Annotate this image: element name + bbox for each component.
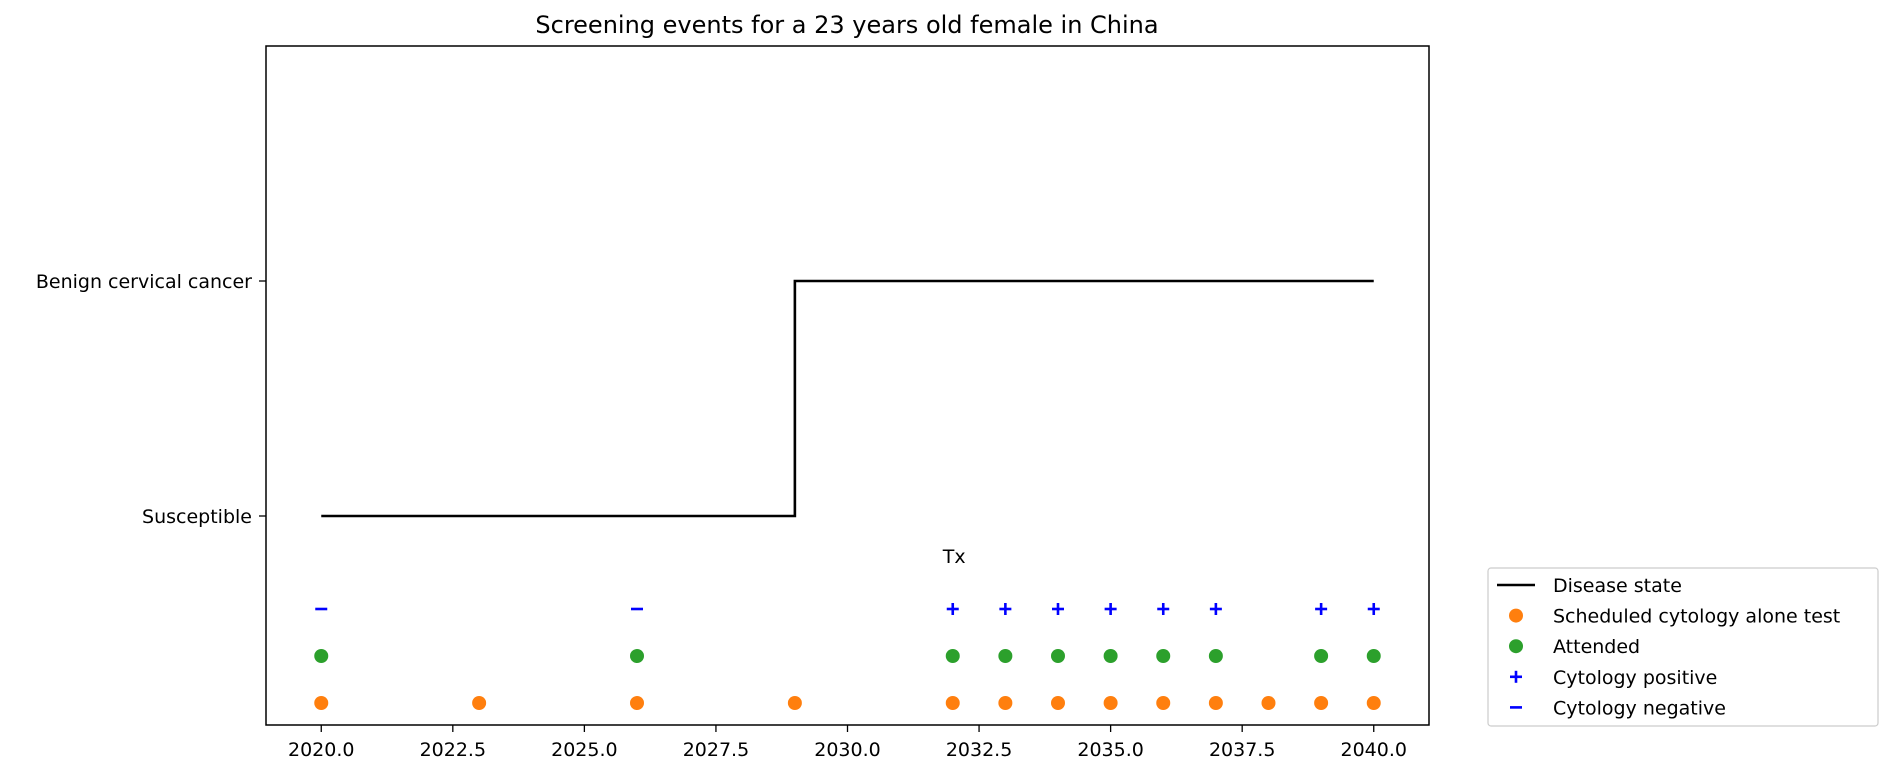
x-tick-label: 2030.0 [814,739,880,761]
legend-label: Scheduled cytology alone test [1553,606,1840,628]
plot-area-frame [265,45,1430,726]
x-tick-label: 2032.5 [946,739,1012,761]
y-tick-label: Susceptible [142,506,252,528]
scheduled-test-point [787,696,802,710]
scheduled-test-point [1050,696,1065,710]
scheduled-test-point [945,696,960,710]
cytology-positive-mark [999,603,1012,615]
legend-label: Attended [1553,636,1640,658]
legend-entry: Cytology negative [1510,697,1726,719]
x-tick-label: 2040.0 [1341,739,1407,761]
annotation-layer: Tx [942,546,966,568]
scheduled-test-point [1261,696,1276,710]
scheduled-test-point [1156,696,1171,710]
x-tick-label: 2025.0 [551,739,617,761]
attended-point [1156,649,1171,663]
legend-swatch [1509,639,1523,654]
chart-title: Screening events for a 23 years old fema… [535,11,1158,39]
legend-swatch [1510,670,1522,683]
attended-point [998,649,1013,663]
y-tick-label: Benign cervical cancer [36,271,252,293]
legend: Disease state Scheduled cytology alone te… [1487,567,1879,727]
cytology-positive-mark [1315,603,1328,615]
x-tick-label: 2035.0 [1077,739,1143,761]
scheduled-test-point [1366,696,1381,710]
scheduled-test-point [1103,696,1118,710]
attended-point [630,649,645,663]
attended-point [1208,649,1223,663]
legend-entry: Cytology positive [1510,667,1717,689]
x-tick-label: 2022.5 [420,739,486,761]
cytology-positive-mark [1104,603,1117,615]
scheduled-test-point [998,696,1013,710]
cytology-positive-mark [946,603,959,615]
cytology-positive-mark [1051,603,1064,615]
cytology-positive-mark [1209,603,1222,615]
legend-swatch [1509,608,1523,623]
legend-entry: Scheduled cytology alone test [1509,606,1840,628]
cytology-positive-mark [1157,603,1170,615]
legend-entry: Attended [1509,636,1640,658]
scheduled-test-point [1314,696,1329,710]
attended-point [314,649,329,663]
scheduled-test-point [630,696,645,710]
x-tick-label: 2037.5 [1209,739,1275,761]
attended-point [945,649,960,663]
treatment-annotation: Tx [942,546,966,568]
x-tick-label: 2027.5 [683,739,749,761]
attended-point [1366,649,1381,663]
series-layer [314,279,1381,710]
scheduled-test-point [1208,696,1223,710]
x-axis: 2020.0 2022.5 2025.0 2027.5 2030.0 2032.5 2035… [288,725,1407,761]
legend-label: Disease state [1553,575,1682,597]
y-axis: Susceptible Benign cervical cancer [36,271,266,528]
legend-label: Cytology negative [1553,697,1726,719]
attended-point [1050,649,1065,663]
attended-point [1314,649,1329,663]
legend-label: Cytology positive [1553,667,1717,689]
legend-box [1487,567,1879,727]
attended-point [1103,649,1118,663]
x-tick-label: 2020.0 [288,739,354,761]
scheduled-test-point [472,696,487,710]
cytology-positive-mark [1367,603,1380,615]
disease-state-line [321,279,1374,518]
scheduled-test-point [314,696,329,710]
legend-entry: Disease state [1497,575,1682,597]
